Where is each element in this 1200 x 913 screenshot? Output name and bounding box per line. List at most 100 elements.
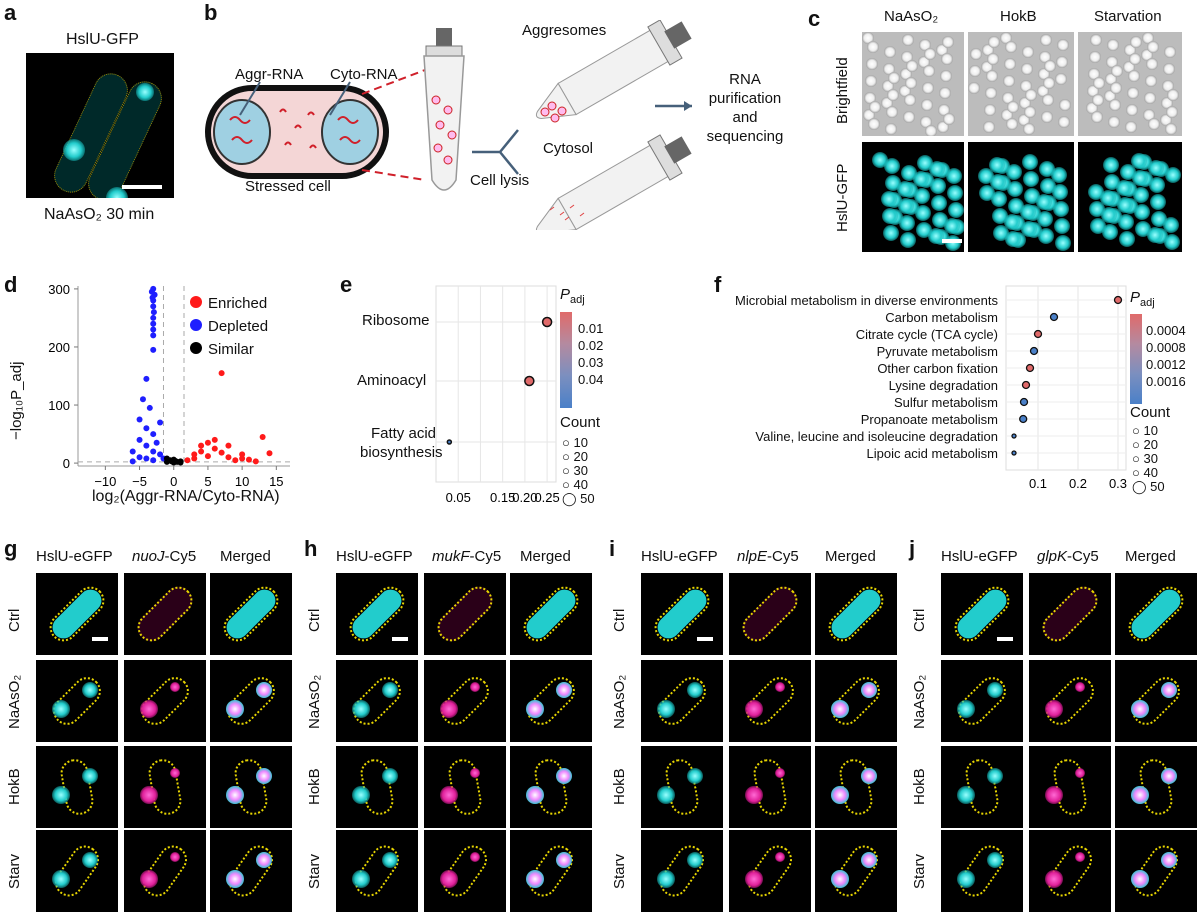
d-point [150, 332, 157, 339]
d-point [150, 303, 157, 310]
d-point [139, 396, 146, 403]
panel-i-tile [815, 573, 897, 655]
panel-i-row-label: Ctrl [611, 608, 628, 632]
panel-h-col-merged: Merged [520, 548, 571, 565]
f-padj-label: Padj [1130, 289, 1155, 309]
panel-g-tile [124, 573, 206, 655]
f-categories: Microbial metabolism in diverse environm… [735, 293, 998, 461]
panel-g-tile [210, 573, 292, 655]
d-xtick: 0 [170, 474, 177, 489]
scale-bar [122, 185, 162, 189]
panel-a-micrograph [26, 53, 174, 198]
rna-line-1: RNA [729, 71, 761, 88]
aggresomes-label: Aggresomes [522, 22, 607, 39]
e-xtick: 0.20 [512, 490, 537, 505]
e-cat-ribosome: Ribosome [362, 312, 430, 329]
legend-enriched: Enriched [190, 292, 268, 315]
panel-h-col-egfp: HslU-eGFP [336, 548, 413, 565]
rna-line-4: sequencing [706, 128, 784, 145]
panel-h-tile [336, 830, 418, 912]
f-count-items: ○ 10 ○ 20 ○ 30 ○ 40 ◯ 50 [1132, 423, 1165, 494]
panel-g-tile [210, 660, 292, 742]
d-point [266, 450, 273, 457]
panel-j-row-label: HokB [911, 768, 928, 805]
d-point [218, 449, 225, 456]
panel-i-tile [815, 746, 897, 828]
panel-i-row-label: NaAsO₂ [611, 674, 628, 729]
panel-i-letter: i [609, 536, 616, 561]
panel-i-tile [641, 573, 723, 655]
f-point [1011, 450, 1017, 456]
d-xtick: 5 [204, 474, 211, 489]
panel-h-tile [510, 573, 592, 655]
scale-bar-c [942, 239, 962, 243]
f-xtick: 0.3 [1109, 476, 1127, 491]
scale-bar [997, 637, 1013, 641]
d-point [198, 448, 205, 455]
panel-i-tile [641, 830, 723, 912]
f-xtick: 0.2 [1069, 476, 1087, 491]
panel-g-row-label: HokB [6, 768, 23, 805]
d-point [204, 439, 211, 446]
f-colorbar-ticks: 0.0004 0.0008 0.0012 0.0016 [1146, 323, 1186, 389]
panel-i-tile [729, 573, 811, 655]
d-point [129, 458, 136, 465]
e-point [446, 439, 453, 445]
panel-i-tile [729, 660, 811, 742]
d-point [211, 436, 218, 443]
panel-i-tile [815, 830, 897, 912]
panel-j-tile [1115, 660, 1197, 742]
panel-h-tile [510, 830, 592, 912]
f-xtick: 0.1 [1029, 476, 1047, 491]
panel-g-letter: g [4, 536, 18, 561]
panel-j-tile [1029, 660, 1111, 742]
panel-g-tile [36, 830, 118, 912]
panel-j-tile [1029, 573, 1111, 655]
panel-g-tile [36, 573, 118, 655]
d-point [157, 419, 164, 426]
panel-h-tile [336, 573, 418, 655]
d-point [143, 425, 150, 432]
f-point [1113, 295, 1123, 305]
d-xtick: 15 [269, 474, 283, 489]
panel-j-row-label: Starv [911, 853, 928, 889]
d-point [157, 451, 164, 458]
panel-a-title: HslU-GFP [66, 31, 139, 48]
d-point [184, 457, 191, 464]
d-xtick: 10 [235, 474, 249, 489]
bf-hokb [968, 32, 1074, 136]
d-point [150, 457, 157, 464]
d-point [204, 453, 211, 460]
e-cat-aminoacyl: Aminoacyl [357, 372, 427, 389]
d-ytick: 100 [48, 398, 70, 413]
d-point [136, 416, 143, 423]
panel-h-col-cy5: mukF-Cy5 [432, 548, 502, 565]
panel-d-ylabel: −log₁₀P_adj [8, 361, 25, 440]
panel-g-col-cy5: nuoJ-Cy5 [132, 548, 197, 565]
panel-g-tile [124, 830, 206, 912]
panel-j-row-label: Ctrl [911, 608, 928, 632]
stressed-cell-label: Stressed cell [245, 178, 331, 195]
panel-h-tile [510, 660, 592, 742]
d-point [143, 375, 150, 382]
panel-h-tile [336, 660, 418, 742]
panel-j-tile [941, 746, 1023, 828]
f-point [1019, 414, 1028, 424]
panel-h-row-label: HokB [306, 768, 323, 805]
panel-i-row-label: HokB [611, 768, 628, 805]
e-xtick: 0.15 [490, 490, 515, 505]
panel-h-letter: h [304, 536, 318, 561]
panel-h-row-label: Ctrl [306, 608, 323, 632]
panel-h-row-label: Starv [306, 853, 323, 889]
e-xtick: 0.25 [534, 490, 559, 505]
panel-d-volcano: 0 100 200 300 −10 −5 0 5 10 15 [48, 282, 290, 489]
panel-j-row-label: NaAsO₂ [911, 674, 928, 729]
panel-f-dotplot: 0.1 0.2 0.3 [1005, 285, 1127, 491]
panel-h-tile [424, 746, 506, 828]
d-point [163, 455, 170, 462]
d-point [225, 442, 232, 449]
d-point [218, 370, 225, 377]
panel-h-tile [336, 746, 418, 828]
d-point [245, 456, 252, 463]
d-point [150, 448, 157, 455]
